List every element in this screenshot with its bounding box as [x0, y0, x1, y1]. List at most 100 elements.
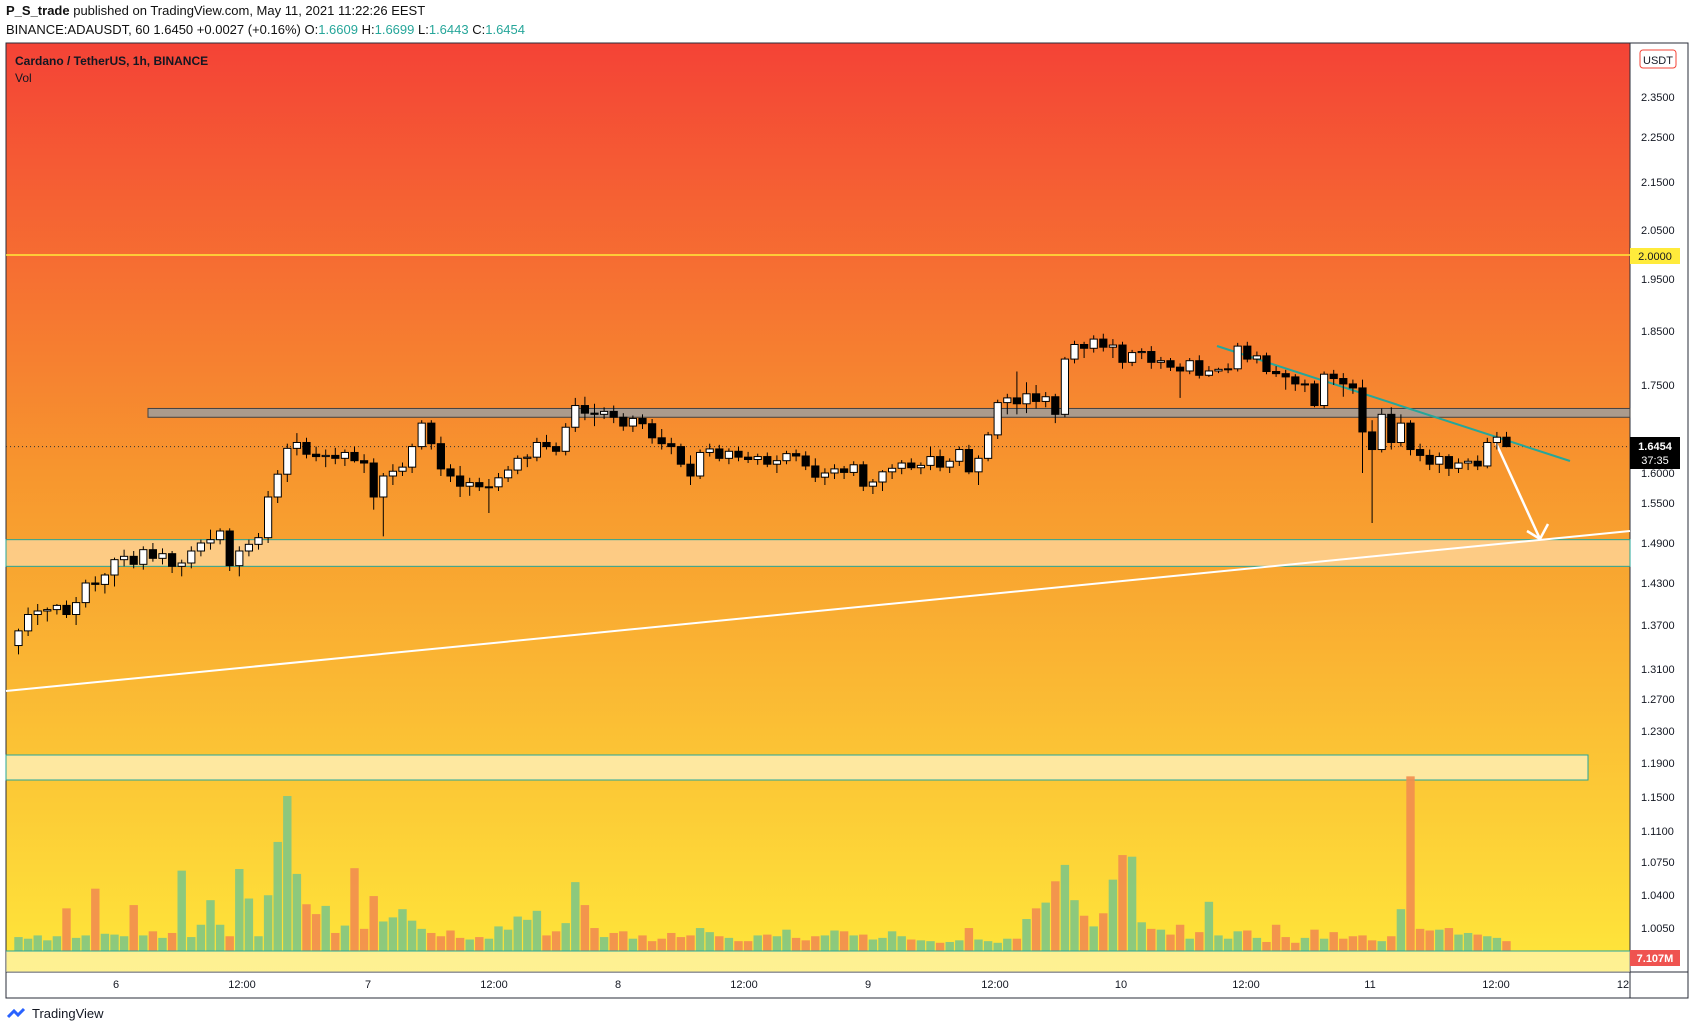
candle-body — [1473, 460, 1482, 467]
price-tick-label: 2.1500 — [1641, 177, 1675, 189]
candle-body — [494, 477, 503, 488]
volume-bar — [321, 905, 330, 951]
candle-body — [523, 456, 532, 459]
volume-bar — [455, 937, 465, 951]
volume-bar — [1147, 928, 1156, 951]
volume-bar — [609, 932, 618, 951]
volume-bar — [907, 939, 916, 951]
open-label: O: — [304, 22, 319, 37]
candle-body — [465, 482, 474, 487]
price-tick-label: 1.1100 — [1641, 826, 1674, 838]
candle-body — [1377, 413, 1386, 451]
volume-bar — [139, 935, 148, 951]
volume-bar — [52, 936, 62, 951]
footer-brand: TradingView — [32, 1006, 104, 1021]
time-tick-label: 12:00 — [981, 979, 1009, 991]
volume-bar — [388, 917, 398, 951]
support-trendline — [5, 530, 1631, 692]
volume-bar — [993, 942, 1002, 951]
candle-body — [62, 604, 71, 616]
volume-bar — [1262, 941, 1271, 951]
publish-info: P_S_trade published on TradingView.com, … — [6, 3, 425, 18]
time-tick-label: 12 — [1617, 979, 1629, 991]
candle-body — [1080, 344, 1089, 349]
candle-body — [1454, 462, 1463, 469]
candle-body — [1099, 338, 1108, 348]
candle-body — [657, 437, 666, 445]
candle-body — [1012, 397, 1021, 405]
time-axis-ticks: 6 12:00 7 12:00 8 12:00 9 12:00 10 12:00 11 12:00 12 — [113, 979, 1629, 991]
candle-body — [331, 454, 340, 459]
tradingview-logo-icon — [6, 1007, 26, 1018]
low-value: 1.6443 — [428, 22, 469, 37]
volume-bar — [897, 936, 906, 951]
candle-body — [168, 553, 177, 567]
volume-bar — [638, 935, 647, 951]
volume-bar — [695, 928, 705, 951]
price-tick-label: 1.4300 — [1641, 578, 1675, 590]
candle-body — [417, 422, 426, 448]
volume-bar — [206, 900, 215, 951]
volume-bar — [254, 936, 263, 951]
volume-bar — [1377, 941, 1386, 951]
volume-bar — [494, 926, 503, 951]
price-tick-label: 1.2700 — [1641, 694, 1675, 706]
candle-body — [830, 468, 839, 474]
candle-body — [724, 450, 733, 459]
candle-body — [1156, 360, 1166, 363]
candle-body — [1224, 368, 1233, 371]
candle-body — [1003, 397, 1012, 404]
currency-badge[interactable] — [1639, 49, 1677, 69]
candle-body — [1051, 396, 1060, 415]
close-value: 1.6454 — [485, 22, 525, 37]
volume-bar — [647, 941, 657, 951]
time-axis-background — [6, 972, 1688, 998]
candle-body — [1396, 422, 1406, 443]
volume-bar — [177, 870, 186, 951]
time-tick-label: 9 — [865, 979, 871, 991]
volume-bar — [484, 938, 494, 951]
volume-bar — [935, 942, 945, 951]
volume-bar — [743, 941, 753, 951]
volume-bar — [868, 939, 878, 951]
candle-body — [820, 472, 829, 478]
candle-body — [945, 460, 954, 468]
candle-body — [1176, 366, 1185, 372]
candle-body — [1416, 449, 1425, 456]
volume-bar — [801, 940, 810, 951]
volume-bar — [1252, 937, 1262, 951]
volume-bar — [167, 932, 177, 951]
price-tick-label: 2.0500 — [1641, 225, 1675, 237]
candle-body — [1204, 370, 1214, 376]
candle-body — [1348, 383, 1358, 389]
volume-bar — [1079, 915, 1089, 951]
candle-body — [590, 412, 599, 415]
candle-body — [110, 559, 119, 576]
volume-bar — [513, 916, 522, 951]
price-tick-label: 1.3700 — [1641, 620, 1675, 632]
volume-bar — [302, 904, 311, 951]
volume-bar — [1492, 937, 1502, 951]
volume-bar — [859, 934, 868, 951]
volume-bar — [532, 910, 542, 951]
tradingview-footer[interactable]: TradingView — [6, 1006, 104, 1021]
candle-body — [1272, 371, 1281, 375]
volume-tag — [1630, 950, 1680, 966]
publisher-name[interactable]: P_S_trade — [6, 3, 70, 18]
candle-body — [984, 434, 993, 459]
volume-bar — [359, 928, 369, 951]
candle-body — [43, 609, 52, 612]
candle-body — [1300, 383, 1310, 386]
price-tick-label: 1.0400 — [1641, 890, 1675, 902]
volume-bar — [235, 869, 244, 951]
candle-body — [369, 462, 378, 498]
candle-body — [273, 473, 282, 498]
volume-bar — [158, 937, 167, 951]
candle-body — [81, 582, 90, 604]
candle-body — [1185, 360, 1194, 372]
volume-bar — [1012, 938, 1022, 951]
volume-bar — [955, 940, 964, 951]
candle-body — [446, 468, 455, 477]
candle-body — [1339, 378, 1348, 385]
